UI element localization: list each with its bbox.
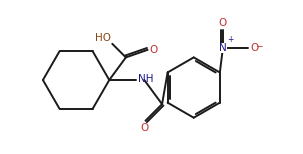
Text: NH: NH bbox=[138, 74, 154, 84]
Text: N: N bbox=[219, 43, 227, 53]
Text: −: − bbox=[255, 41, 263, 50]
Text: +: + bbox=[227, 35, 233, 44]
Text: O: O bbox=[219, 18, 227, 28]
Text: O: O bbox=[149, 45, 158, 55]
Text: O: O bbox=[250, 43, 258, 53]
Text: HO: HO bbox=[95, 33, 111, 43]
Text: O: O bbox=[140, 123, 148, 133]
